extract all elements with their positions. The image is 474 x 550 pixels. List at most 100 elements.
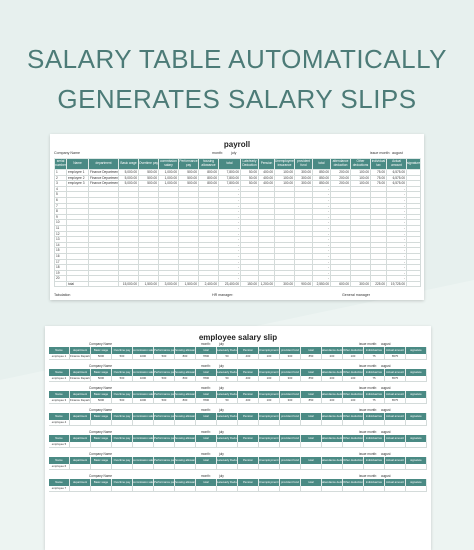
slip-cell[interactable] bbox=[301, 420, 322, 425]
table-cell[interactable]: Finance Department bbox=[88, 174, 119, 182]
table-cell[interactable]: 300.00 bbox=[350, 280, 371, 288]
slip-cell[interactable] bbox=[238, 442, 259, 447]
slip-cell[interactable]: 500 bbox=[112, 376, 133, 381]
slip-cell[interactable]: 100 bbox=[343, 398, 364, 403]
slip-cell[interactable] bbox=[133, 420, 154, 425]
slip-cell[interactable] bbox=[364, 486, 385, 491]
slip-cell[interactable]: 850 bbox=[301, 354, 322, 359]
slip-cell[interactable]: 1000 bbox=[133, 376, 154, 381]
slip-cell[interactable]: 5000 bbox=[91, 376, 112, 381]
slip-cell[interactable] bbox=[259, 486, 280, 491]
slip-cell[interactable] bbox=[217, 486, 238, 491]
slip-cell[interactable]: 75 bbox=[364, 354, 385, 359]
slip-cell[interactable]: 800 bbox=[175, 398, 196, 403]
slip-cell[interactable]: 7800 bbox=[196, 398, 217, 403]
slip-cell[interactable]: 6575 bbox=[385, 376, 406, 381]
slip-cell[interactable] bbox=[364, 420, 385, 425]
slip-cell[interactable]: Finance Department bbox=[70, 398, 91, 403]
slip-cell[interactable]: 500 bbox=[154, 376, 175, 381]
slip-cell[interactable]: 400 bbox=[238, 398, 259, 403]
slip-cell[interactable]: 800 bbox=[175, 354, 196, 359]
slip-cell[interactable]: 5000 bbox=[91, 398, 112, 403]
slip-cell[interactable] bbox=[259, 464, 280, 469]
slip-cell[interactable]: employee 1 bbox=[49, 354, 70, 359]
slip-cell[interactable]: 75 bbox=[364, 398, 385, 403]
slip-cell[interactable] bbox=[91, 486, 112, 491]
slip-cell[interactable]: employee 6 bbox=[49, 464, 70, 469]
slip-cell[interactable] bbox=[91, 442, 112, 447]
slip-cell[interactable]: Finance Department bbox=[70, 376, 91, 381]
slip-cell[interactable] bbox=[280, 464, 301, 469]
slip-cell[interactable]: 7800 bbox=[196, 376, 217, 381]
table-cell[interactable] bbox=[406, 264, 421, 271]
slip-cell[interactable] bbox=[406, 376, 427, 381]
slip-cell[interactable] bbox=[196, 486, 217, 491]
slip-cell[interactable] bbox=[175, 464, 196, 469]
slip-cell[interactable] bbox=[322, 464, 343, 469]
slip-cell[interactable] bbox=[112, 486, 133, 491]
slip-cell[interactable]: 7800 bbox=[196, 354, 217, 359]
slip-cell[interactable] bbox=[301, 486, 322, 491]
table-cell[interactable]: 15,000.00 bbox=[118, 280, 139, 288]
slip-cell[interactable]: 100 bbox=[343, 354, 364, 359]
slip-cell[interactable] bbox=[280, 486, 301, 491]
slip-cell[interactable] bbox=[175, 486, 196, 491]
slip-cell[interactable] bbox=[343, 486, 364, 491]
slip-cell[interactable] bbox=[196, 442, 217, 447]
slip-cell[interactable] bbox=[238, 420, 259, 425]
slip-cell[interactable] bbox=[385, 420, 406, 425]
table-cell[interactable]: Finance Department bbox=[88, 180, 119, 187]
slip-cell[interactable]: 6575 bbox=[385, 398, 406, 403]
table-cell[interactable]: 1,200.00 bbox=[258, 280, 275, 288]
slip-cell[interactable]: employee 4 bbox=[49, 420, 70, 425]
slip-cell[interactable]: 100 bbox=[259, 398, 280, 403]
table-cell[interactable]: 1,500.00 bbox=[178, 280, 199, 288]
slip-cell[interactable] bbox=[154, 464, 175, 469]
slip-cell[interactable] bbox=[217, 442, 238, 447]
slip-cell[interactable] bbox=[406, 398, 427, 403]
slip-cell[interactable]: 50 bbox=[217, 398, 238, 403]
table-cell[interactable]: 600.00 bbox=[330, 280, 351, 288]
slip-cell[interactable] bbox=[238, 486, 259, 491]
table-cell[interactable] bbox=[406, 280, 421, 288]
slip-cell[interactable]: 1000 bbox=[133, 354, 154, 359]
slip-cell[interactable]: employee 2 bbox=[49, 376, 70, 381]
slip-cell[interactable] bbox=[343, 420, 364, 425]
slip-cell[interactable]: 5000 bbox=[91, 354, 112, 359]
slip-cell[interactable]: 850 bbox=[301, 398, 322, 403]
slip-cell[interactable] bbox=[280, 420, 301, 425]
slip-cell[interactable] bbox=[301, 464, 322, 469]
slip-cell[interactable] bbox=[70, 486, 91, 491]
table-cell[interactable]: Finance Department bbox=[88, 169, 119, 176]
slip-cell[interactable] bbox=[175, 420, 196, 425]
table-cell[interactable]: 19,725.00 bbox=[386, 280, 407, 288]
slip-cell[interactable]: 6575 bbox=[385, 354, 406, 359]
slip-cell[interactable]: 400 bbox=[238, 376, 259, 381]
slip-cell[interactable] bbox=[217, 464, 238, 469]
slip-cell[interactable] bbox=[385, 464, 406, 469]
slip-cell[interactable]: 300 bbox=[280, 354, 301, 359]
slip-cell[interactable]: Finance Department bbox=[70, 354, 91, 359]
table-cell[interactable] bbox=[406, 252, 421, 260]
slip-cell[interactable] bbox=[133, 442, 154, 447]
slip-cell[interactable] bbox=[175, 442, 196, 447]
slip-cell[interactable] bbox=[406, 442, 427, 447]
table-cell[interactable]: 300.00 bbox=[274, 280, 295, 288]
table-cell[interactable] bbox=[406, 258, 421, 266]
slip-cell[interactable]: 200 bbox=[322, 398, 343, 403]
slip-cell[interactable] bbox=[406, 486, 427, 491]
slip-cell[interactable] bbox=[322, 420, 343, 425]
slip-cell[interactable]: employee 7 bbox=[49, 486, 70, 491]
slip-cell[interactable] bbox=[70, 420, 91, 425]
slip-cell[interactable] bbox=[112, 464, 133, 469]
table-cell[interactable]: 1,500.00 bbox=[138, 280, 159, 288]
slip-cell[interactable] bbox=[91, 464, 112, 469]
slip-cell[interactable]: employee 3 bbox=[49, 398, 70, 403]
slip-cell[interactable] bbox=[343, 442, 364, 447]
slip-cell[interactable] bbox=[70, 442, 91, 447]
slip-cell[interactable] bbox=[154, 442, 175, 447]
slip-cell[interactable] bbox=[154, 486, 175, 491]
slip-cell[interactable]: 200 bbox=[322, 376, 343, 381]
slip-cell[interactable] bbox=[196, 420, 217, 425]
slip-cell[interactable]: 500 bbox=[112, 354, 133, 359]
